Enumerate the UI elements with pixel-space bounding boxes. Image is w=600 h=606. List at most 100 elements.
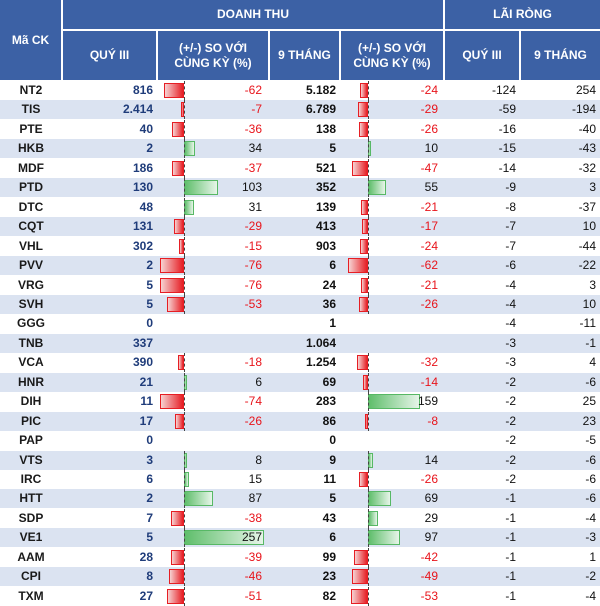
revenue-9m: 9 xyxy=(329,452,336,467)
pct-9m-bar-axis xyxy=(368,470,369,489)
pct-9m-value xyxy=(340,431,444,450)
pct-q3-value: -62 xyxy=(244,83,262,97)
pct-q3-bar-axis xyxy=(184,119,185,139)
pct-q3-value: 87 xyxy=(248,491,262,506)
stock-code: VHL xyxy=(19,238,43,253)
pct-9m-bar-axis xyxy=(368,100,369,120)
profit-q3: -16 xyxy=(498,121,516,136)
revenue-9m: 6 xyxy=(329,258,336,273)
pct-9m-value: -21 xyxy=(420,199,438,214)
revenue-q3: 390 xyxy=(132,355,153,370)
profit-9m: -43 xyxy=(578,141,596,156)
pct-q3-bar-axis xyxy=(184,470,185,489)
header-doanh-thu: DOANH THU xyxy=(63,0,444,30)
stock-code: HTT xyxy=(19,491,43,506)
pct-9m-bar xyxy=(362,219,368,235)
table-row: SVH 5 -53 36 -26 -4 10 xyxy=(0,294,600,314)
revenue-q3: 5 xyxy=(146,530,153,545)
profit-q3: -2 xyxy=(505,433,516,448)
pct-q3-bar-axis xyxy=(184,81,185,100)
stock-code: PAP xyxy=(19,433,43,448)
pct-9m-value: 69 xyxy=(424,491,438,506)
pct-q3-bar-axis xyxy=(184,256,185,276)
profit-9m: -1 xyxy=(585,335,596,350)
pct-q3-value: 34 xyxy=(248,141,262,156)
profit-q3: -1 xyxy=(505,530,516,545)
revenue-q3: 186 xyxy=(132,160,153,175)
revenue-9m: 521 xyxy=(315,160,336,175)
pct-q3-bar-axis xyxy=(184,372,185,392)
table-row: PTD 130 103 352 55 -9 3 xyxy=(0,178,600,198)
pct-q3-value: -39 xyxy=(244,549,262,564)
header-lr-9-thang: 9 THÁNG xyxy=(521,31,600,80)
profit-q3: -1 xyxy=(505,549,516,564)
table-row: TXM 27 -51 82 -53 -1 -4 xyxy=(0,586,600,606)
pct-9m-bar-axis xyxy=(368,567,369,587)
stock-code: PIC xyxy=(20,413,41,428)
pct-9m-bar xyxy=(361,277,368,293)
revenue-9m: 11 xyxy=(323,472,336,486)
revenue-q3: 11 xyxy=(140,394,153,409)
pct-9m-value: 10 xyxy=(424,141,438,156)
pct-q3-value: -15 xyxy=(244,238,262,253)
pct-q3-bar-axis xyxy=(184,353,185,373)
profit-q3: -6 xyxy=(505,258,516,273)
pct-q3-bar xyxy=(174,219,184,235)
pct-9m-value: -53 xyxy=(420,588,438,603)
profit-9m: -3 xyxy=(585,530,596,545)
table-row: CQT 131 -29 413 -17 -7 10 xyxy=(0,217,600,237)
pct-9m-bar-axis xyxy=(368,528,369,548)
profit-q3: -14 xyxy=(498,160,516,175)
table-row: PTE 40 -36 138 -26 -16 -40 xyxy=(0,119,600,139)
pct-q3-bar xyxy=(160,258,184,274)
profit-9m: -194 xyxy=(571,102,596,117)
revenue-9m: 99 xyxy=(322,549,336,564)
table-row: GGG 0 1 -4 -11 xyxy=(0,314,600,333)
pct-9m-value: -49 xyxy=(420,569,438,584)
stock-code: TNB xyxy=(18,335,44,350)
profit-9m: -40 xyxy=(578,121,596,136)
revenue-q3: 337 xyxy=(132,335,153,350)
profit-9m: -2 xyxy=(585,569,596,584)
pct-9m-bar xyxy=(359,296,368,312)
table-row: DIH 11 -74 283 159 -2 25 xyxy=(0,392,600,412)
pct-9m-value: -24 xyxy=(420,238,438,253)
pct-q3-bar xyxy=(178,355,184,371)
pct-9m-value: -29 xyxy=(420,102,438,117)
revenue-q3: 3 xyxy=(146,452,153,467)
pct-9m-bar xyxy=(347,258,368,274)
pct-q3-bar-axis xyxy=(184,197,185,217)
profit-q3: -4 xyxy=(505,277,516,292)
pct-q3-bar xyxy=(163,83,184,98)
pct-9m-value: -26 xyxy=(420,472,438,486)
pct-9m-value: -14 xyxy=(420,374,438,389)
pct-q3-bar-axis xyxy=(184,236,185,256)
stock-code: VTS xyxy=(19,452,43,467)
pct-q3-value xyxy=(158,314,268,333)
stock-code: TIS xyxy=(21,102,41,117)
pct-q3-bar-axis xyxy=(184,489,185,509)
pct-9m-bar-axis xyxy=(368,586,369,606)
pct-9m-bar-axis xyxy=(368,139,369,159)
revenue-q3: 27 xyxy=(139,588,153,603)
profit-9m: 3 xyxy=(589,277,596,292)
table-row: SDP 7 -38 43 29 -1 -4 xyxy=(0,508,600,528)
pct-q3-bar-axis xyxy=(184,411,185,431)
stock-code: HNR xyxy=(18,374,44,389)
pct-q3-value: -29 xyxy=(244,219,262,234)
stock-code: PTE xyxy=(19,121,43,136)
header-lr-quy3: QUÝ III xyxy=(445,31,520,80)
revenue-9m: 413 xyxy=(315,219,336,234)
pct-q3-bar-axis xyxy=(184,275,185,295)
table-row: VRG 5 -76 24 -21 -4 3 xyxy=(0,275,600,295)
table-row: TIS 2.414 -7 6.789 -29 -59 -194 xyxy=(0,100,600,120)
pct-9m-bar-axis xyxy=(368,81,369,100)
profit-9m: -6 xyxy=(585,374,596,389)
table-row: NT2 816 -62 5.182 -24 -124 254 xyxy=(0,81,600,100)
pct-9m-bar-axis xyxy=(368,256,369,276)
revenue-9m: 5 xyxy=(329,491,336,506)
pct-9m-bar xyxy=(365,413,368,429)
profit-q3: -3 xyxy=(505,355,516,370)
pct-9m-bar xyxy=(359,472,368,487)
pct-9m-bar-axis xyxy=(368,217,369,237)
